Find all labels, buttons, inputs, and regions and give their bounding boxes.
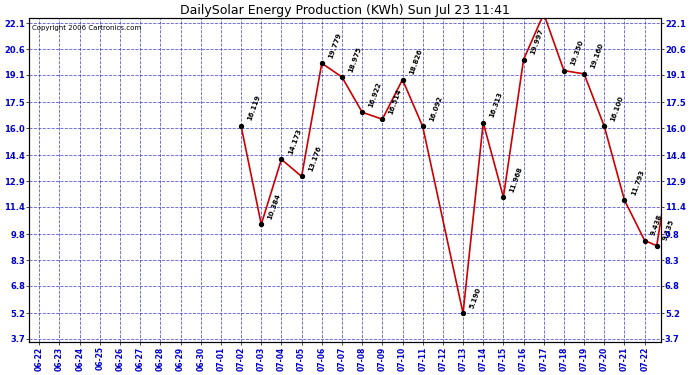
Point	[518, 57, 529, 63]
Text: 16.092: 16.092	[428, 95, 443, 122]
Point	[651, 243, 662, 249]
Text: 19.160: 19.160	[590, 42, 604, 70]
Point	[377, 116, 388, 122]
Text: 9.438: 9.438	[650, 213, 664, 236]
Point	[663, 166, 674, 172]
Point	[256, 221, 267, 227]
Point	[538, 11, 549, 17]
Text: 18.826: 18.826	[408, 48, 423, 75]
Text: 16.313: 16.313	[489, 91, 504, 118]
Text: 22.671: 22.671	[0, 374, 1, 375]
Text: 16.119: 16.119	[246, 94, 262, 122]
Text: 13.616: 13.616	[0, 374, 1, 375]
Text: 16.922: 16.922	[368, 81, 382, 108]
Text: 14.173: 14.173	[287, 128, 302, 155]
Text: 19.997: 19.997	[529, 28, 544, 56]
Point	[296, 174, 307, 180]
Point	[397, 76, 408, 82]
Text: 11.968: 11.968	[509, 165, 524, 193]
Point	[558, 68, 569, 74]
Point	[276, 156, 287, 162]
Point	[316, 60, 327, 66]
Point	[235, 123, 246, 129]
Text: 19.779: 19.779	[327, 32, 342, 59]
Text: 18.975: 18.975	[348, 45, 362, 73]
Point	[599, 123, 610, 129]
Point	[498, 194, 509, 200]
Point	[457, 310, 469, 316]
Point	[579, 71, 590, 77]
Point	[337, 74, 348, 80]
Text: 11.793: 11.793	[630, 168, 645, 196]
Point	[417, 123, 428, 129]
Text: 10.384: 10.384	[267, 192, 282, 220]
Point	[619, 197, 630, 203]
Point	[639, 237, 650, 243]
Text: 9.135: 9.135	[662, 219, 676, 242]
Text: Copyright 2006 Cartronics.com: Copyright 2006 Cartronics.com	[32, 25, 141, 31]
Text: 5.190: 5.190	[469, 286, 482, 309]
Point	[477, 120, 489, 126]
Point	[357, 109, 368, 115]
Title: DailySolar Energy Production (KWh) Sun Jul 23 11:41: DailySolar Energy Production (KWh) Sun J…	[180, 4, 510, 17]
Text: 13.176: 13.176	[307, 145, 322, 172]
Text: 19.350: 19.350	[569, 39, 584, 66]
Text: 16.514: 16.514	[388, 88, 403, 115]
Text: 16.100: 16.100	[610, 95, 624, 122]
